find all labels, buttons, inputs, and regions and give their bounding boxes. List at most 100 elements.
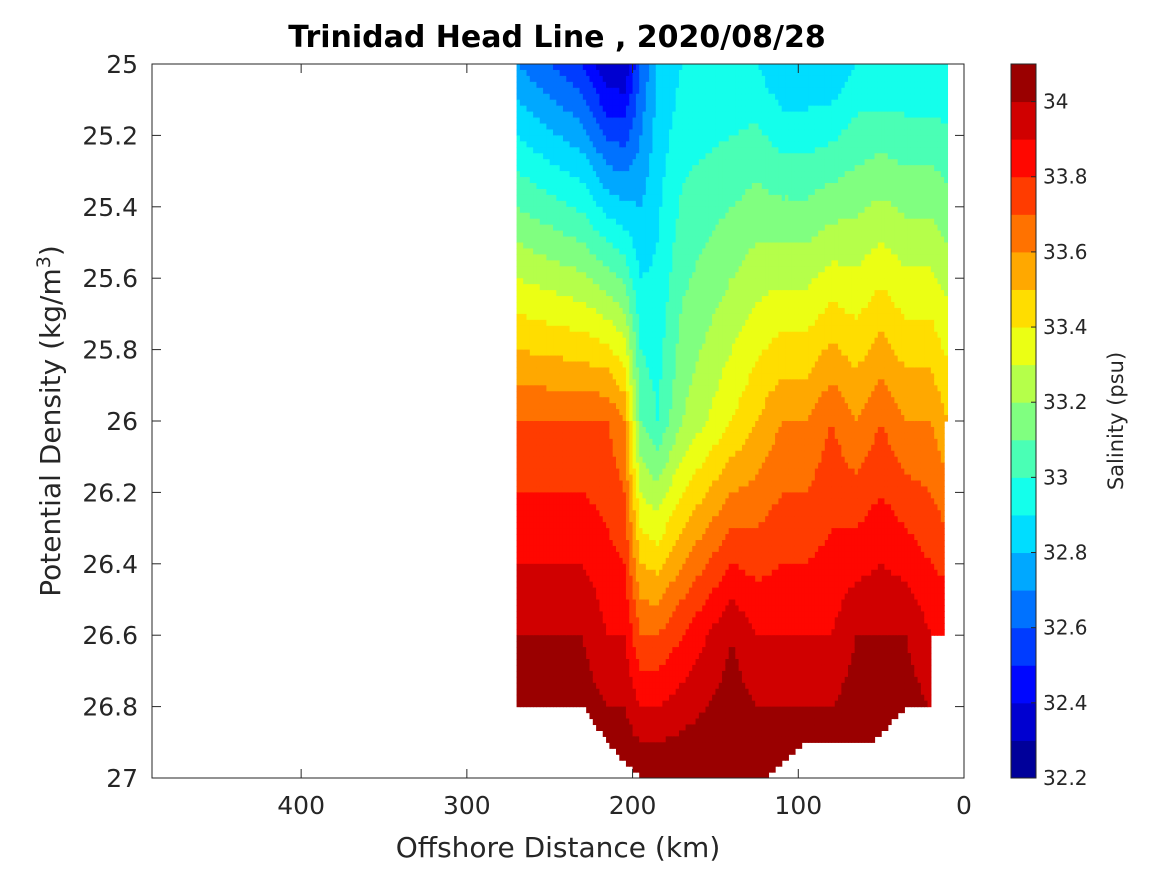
contour-cell bbox=[579, 236, 584, 244]
contour-cell bbox=[523, 426, 528, 434]
contour-cell bbox=[536, 343, 541, 351]
contour-cell bbox=[562, 694, 567, 702]
contour-cell bbox=[539, 248, 544, 255]
contour-cell bbox=[582, 688, 587, 696]
contour-cell bbox=[523, 331, 528, 339]
contour-cell bbox=[536, 319, 541, 327]
contour-cell bbox=[546, 135, 551, 142]
contour-cell bbox=[566, 474, 571, 482]
contour-cell bbox=[569, 242, 574, 250]
contour-cell bbox=[556, 284, 561, 291]
contour-cell bbox=[533, 498, 538, 505]
contour-cell bbox=[566, 194, 571, 202]
contour-cell bbox=[519, 307, 524, 315]
contour-cell bbox=[519, 421, 524, 428]
contour-cell bbox=[576, 236, 581, 244]
contour-cell bbox=[523, 206, 528, 214]
contour-cell bbox=[566, 331, 571, 339]
contour-cell bbox=[523, 165, 528, 172]
contour-cell bbox=[516, 135, 521, 142]
contour-cell bbox=[562, 432, 567, 440]
contour-cell bbox=[582, 200, 587, 208]
contour-cell bbox=[589, 545, 594, 553]
contour-cell bbox=[569, 105, 574, 113]
contour-cell bbox=[529, 230, 534, 238]
contour-cell bbox=[566, 385, 571, 392]
contour-cell bbox=[556, 325, 561, 333]
contour-cell bbox=[526, 682, 531, 690]
contour-cell bbox=[536, 123, 541, 131]
contour-cell bbox=[546, 700, 551, 708]
contour-cell bbox=[519, 105, 524, 113]
contour-cell bbox=[589, 593, 594, 601]
contour-cell bbox=[533, 700, 538, 708]
contour-cell bbox=[553, 206, 557, 214]
contour-cell bbox=[553, 676, 557, 684]
contour-cell bbox=[523, 498, 528, 505]
contour-cell bbox=[559, 492, 564, 499]
contour-cell bbox=[559, 254, 564, 261]
contour-cell bbox=[592, 117, 597, 125]
contour-cell bbox=[516, 367, 521, 374]
contour-cell bbox=[556, 403, 561, 410]
contour-cell bbox=[536, 349, 541, 357]
contour-cell bbox=[569, 367, 574, 374]
contour-cell bbox=[546, 629, 551, 636]
contour-cell bbox=[523, 438, 528, 446]
contour-cell bbox=[529, 593, 534, 601]
contour-cell bbox=[523, 593, 528, 601]
contour-cell bbox=[576, 545, 581, 553]
contour-cell bbox=[572, 611, 577, 618]
contour-cell bbox=[526, 325, 531, 333]
contour-cell bbox=[536, 516, 541, 523]
contour-cell bbox=[529, 510, 534, 517]
contour-cell bbox=[549, 75, 554, 83]
contour-cell bbox=[582, 313, 587, 321]
contour-cell bbox=[523, 664, 528, 672]
contour-cell bbox=[533, 177, 538, 184]
contour-cell bbox=[526, 468, 531, 476]
contour-cell bbox=[572, 183, 577, 190]
contour-cell bbox=[529, 599, 534, 607]
contour-cell bbox=[523, 278, 528, 285]
contour-cell bbox=[559, 510, 564, 517]
contour-cell bbox=[546, 426, 551, 434]
contour-cell bbox=[569, 516, 574, 523]
contour-cell bbox=[576, 700, 581, 708]
contour-cell bbox=[529, 522, 534, 529]
contour-cell bbox=[559, 212, 564, 220]
contour-cell bbox=[572, 159, 577, 166]
contour-cell bbox=[576, 534, 581, 541]
contour-cell bbox=[572, 123, 577, 131]
contour-cell bbox=[566, 254, 571, 261]
contour-cell bbox=[572, 510, 577, 517]
contour-cell bbox=[519, 670, 524, 678]
contour-cell bbox=[576, 165, 581, 172]
contour-cell bbox=[543, 248, 547, 255]
contour-cell bbox=[589, 659, 594, 666]
contour-cell bbox=[546, 688, 551, 696]
contour-cell bbox=[526, 688, 531, 696]
contour-cell bbox=[572, 659, 577, 666]
contour-cell bbox=[566, 147, 571, 154]
contour-cell bbox=[589, 337, 594, 345]
contour-cell bbox=[572, 492, 577, 499]
contour-cell bbox=[576, 498, 581, 505]
contour-cell bbox=[569, 492, 574, 499]
contour-cell bbox=[543, 432, 547, 440]
contour-cell bbox=[589, 432, 594, 440]
contour-cell bbox=[519, 397, 524, 404]
contour-cell bbox=[566, 284, 571, 291]
contour-cell bbox=[569, 474, 574, 482]
contour-cell bbox=[533, 450, 538, 458]
contour-cell bbox=[589, 248, 594, 255]
contour-cell bbox=[519, 254, 524, 261]
contour-cell bbox=[529, 617, 534, 624]
contour-cell bbox=[539, 587, 544, 595]
contour-cell bbox=[579, 563, 584, 571]
contour-cell bbox=[533, 575, 538, 583]
contour-cell bbox=[533, 307, 538, 315]
contour-cell bbox=[582, 272, 587, 279]
contour-cell bbox=[529, 492, 534, 499]
contour-cell bbox=[559, 462, 564, 470]
